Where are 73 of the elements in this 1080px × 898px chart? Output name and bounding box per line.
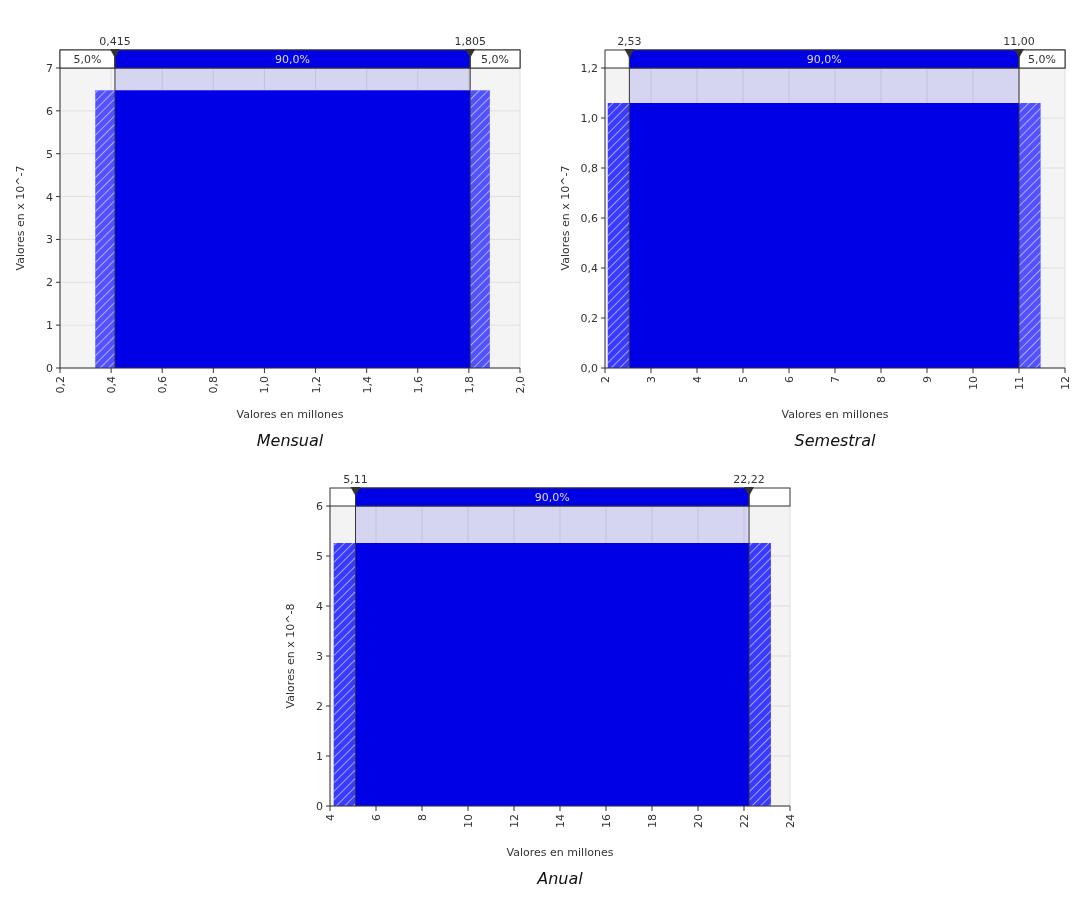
x-axis-title: Valores en millones (236, 408, 344, 421)
band-label: 90,0% (534, 491, 570, 504)
x-tick-label: 4 (324, 814, 337, 821)
x-tick-label: 20 (692, 814, 705, 828)
y-tick-label: 0,6 (580, 212, 598, 225)
x-tick-label: 6 (370, 814, 383, 821)
x-tick-label: 1,8 (462, 376, 476, 394)
y-tick-label: 4 (316, 600, 323, 613)
y-tick-label: 5 (46, 147, 53, 161)
y-tick-label: 0,2 (580, 312, 598, 325)
y-tick-label: 6 (46, 104, 53, 118)
x-tick-label: 1,0 (258, 376, 272, 394)
ref-line-label: 11,00 (1003, 35, 1035, 48)
x-tick-label: 12 (1059, 376, 1072, 390)
band-label: 5,0% (1028, 53, 1056, 66)
x-tick-label: 10 (967, 376, 980, 390)
x-axis-title: Valores en millones (781, 408, 889, 421)
band-label: 5,0% (73, 53, 102, 66)
y-tick-label: 0,4 (580, 262, 598, 275)
ref-line-label: 0,415 (99, 35, 131, 48)
x-tick-label: 2,0 (514, 376, 527, 394)
ref-line-label: 5,11 (343, 473, 368, 486)
x-tick-label: 0,4 (105, 376, 119, 394)
band-label: 90,0% (806, 53, 842, 66)
ref-line-label: 2,53 (617, 35, 642, 48)
band-label: 90,0% (275, 53, 311, 66)
x-tick-label: 14 (554, 814, 567, 828)
y-tick-label: 1 (46, 319, 53, 333)
y-tick-label: 4 (46, 190, 53, 204)
y-tick-label: 5 (316, 550, 323, 563)
x-tick-label: 8 (875, 376, 888, 383)
y-tick-label: 3 (46, 233, 53, 247)
x-tick-label: 6 (783, 376, 796, 383)
x-tick-label: 1,4 (360, 376, 374, 394)
x-tick-label: 12 (508, 814, 521, 828)
y-tick-label: 6 (316, 500, 323, 513)
x-tick-label: 9 (921, 376, 934, 383)
y-tick-label: 7 (46, 62, 53, 75)
x-tick-label: 11 (1013, 376, 1026, 390)
y-tick-label: 0,0 (580, 362, 598, 375)
x-tick-label: 1,6 (411, 376, 425, 394)
band-label: 5,0% (481, 53, 510, 66)
x-tick-label: 0,8 (207, 376, 221, 394)
y-axis-title: Valores en x 10^-8 (284, 603, 297, 709)
y-tick-label: 1,0 (580, 112, 598, 125)
x-tick-label: 24 (784, 814, 797, 828)
x-tick-label: 8 (416, 814, 429, 821)
ref-line-label: 22,22 (733, 473, 765, 486)
y-axis-title: Valores en x 10^-7 (14, 165, 27, 271)
ref-line-label: 1,805 (454, 35, 486, 48)
y-tick-label: 2 (316, 700, 323, 713)
x-tick-label: 18 (646, 814, 659, 828)
y-tick-label: 0 (316, 800, 323, 813)
y-tick-label: 1,2 (580, 62, 598, 75)
x-tick-label: 3 (645, 376, 658, 383)
text: Mensual (256, 431, 324, 450)
text: Anual (536, 869, 584, 888)
x-tick-label: 0,6 (156, 376, 170, 394)
y-axis-title: Valores en x 10^-7 (559, 165, 572, 271)
x-tick-label: 4 (691, 376, 704, 383)
x-tick-label: 16 (600, 814, 613, 828)
x-axis-title: Valores en millones (506, 846, 614, 859)
x-tick-label: 7 (829, 376, 842, 383)
y-tick-label: 2 (46, 276, 53, 290)
text: Semestral (794, 431, 876, 450)
x-tick-label: 10 (462, 814, 475, 828)
y-tick-label: 0,8 (580, 162, 598, 175)
y-tick-label: 0 (46, 362, 53, 375)
x-tick-label: 22 (738, 814, 751, 828)
y-tick-label: 1 (316, 750, 323, 763)
x-tick-label: 5 (737, 376, 750, 383)
y-tick-label: 3 (316, 650, 323, 663)
x-tick-label: 2 (599, 376, 612, 383)
